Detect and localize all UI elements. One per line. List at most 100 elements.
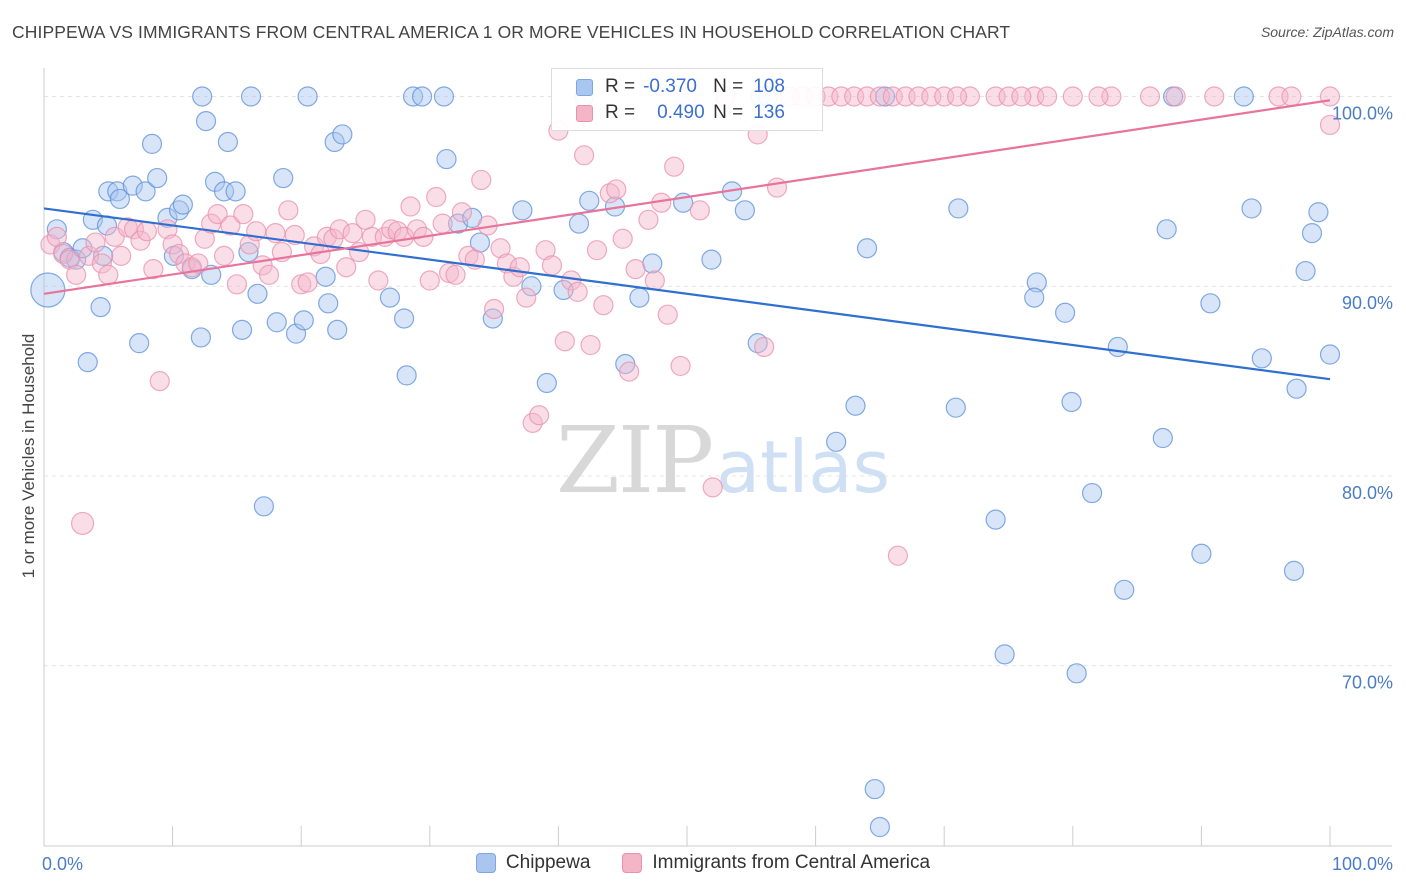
point-immigrants (70, 511, 95, 536)
point-immigrants (664, 156, 685, 177)
point-immigrants (529, 405, 550, 426)
point-immigrants (111, 245, 132, 266)
point-immigrants (689, 200, 710, 221)
legend-row-chippewa: R = -0.370 N = 108 (576, 75, 785, 99)
point-chippewa (436, 148, 457, 170)
grid-lines (44, 95, 1392, 667)
point-immigrants (586, 240, 608, 261)
point-chippewa (1026, 272, 1047, 293)
point-chippewa (701, 249, 722, 270)
point-chippewa (1301, 222, 1323, 244)
point-chippewa (1241, 198, 1262, 219)
point-chippewa (845, 395, 866, 416)
correlation-legend: R = -0.370 N = 108 R = 0.490 N = 136 (551, 68, 823, 131)
point-chippewa (107, 181, 128, 202)
legend-r-label: R = (605, 102, 636, 123)
point-chippewa (122, 175, 143, 196)
point-immigrants (258, 264, 280, 285)
point-chippewa (985, 509, 1006, 530)
point-chippewa (247, 283, 268, 304)
chart-title: CHIPPEWA VS IMMIGRANTS FROM CENTRAL AMER… (12, 22, 1011, 42)
point-immigrants (400, 196, 421, 217)
point-chippewa (293, 310, 314, 331)
point-chippewa (109, 188, 130, 210)
point-immigrants (53, 243, 74, 265)
point-chippewa (521, 276, 542, 297)
legend-r-value: 0.490 (657, 102, 705, 123)
point-immigrants (149, 370, 170, 392)
point-immigrants (419, 270, 440, 291)
point-chippewa (168, 200, 190, 221)
point-chippewa (1061, 391, 1082, 413)
series-legend: Chippewa Immigrants from Central America (0, 852, 1406, 874)
watermark-zip: ZIP (556, 407, 712, 514)
point-immigrants (1165, 86, 1186, 107)
point-chippewa (864, 778, 885, 800)
point-immigrants (657, 304, 678, 325)
legend-label-chippewa: Chippewa (505, 852, 591, 873)
point-immigrants (554, 331, 575, 352)
point-chippewa (273, 167, 294, 189)
point-immigrants (754, 336, 775, 358)
y-tick-label: 100.0% (1332, 103, 1393, 123)
trend-line-immigrants (43, 99, 1331, 295)
point-immigrants (1036, 86, 1058, 107)
point-immigrants (490, 238, 511, 259)
point-chippewa (66, 249, 87, 270)
point-immigrants (887, 545, 909, 566)
point-immigrants (59, 249, 80, 270)
point-immigrants (599, 183, 620, 204)
legend-label-immigrants: Immigrants from Central America (652, 852, 931, 873)
x-tick-label: 100.0% (1332, 854, 1393, 874)
point-immigrants (574, 145, 595, 166)
point-immigrants (484, 298, 505, 320)
point-chippewa (1295, 260, 1316, 282)
point-chippewa (948, 198, 969, 219)
point-immigrants (619, 361, 640, 382)
point-immigrants (91, 253, 112, 274)
point-immigrants (509, 257, 530, 278)
point-chippewa (30, 272, 66, 308)
point-immigrants (78, 245, 100, 266)
y-tick-label: 80.0% (1342, 483, 1393, 503)
point-chippewa (1054, 302, 1076, 323)
point-chippewa (225, 181, 246, 202)
point-chippewa (192, 86, 213, 107)
point-immigrants (567, 281, 588, 303)
point-chippewa (433, 86, 455, 107)
point-chippewa (297, 86, 318, 107)
point-immigrants (136, 221, 157, 242)
legend-swatch-chippewa (576, 78, 593, 96)
x-tick-label: 0.0% (42, 854, 83, 874)
point-chippewa (1114, 579, 1135, 600)
point-chippewa (874, 86, 896, 107)
point-chippewa (195, 111, 217, 132)
point-immigrants (297, 272, 318, 293)
point-immigrants (329, 219, 350, 240)
point-immigrants (541, 255, 563, 276)
point-immigrants (638, 209, 659, 230)
point-immigrants (284, 224, 305, 246)
point-chippewa (642, 253, 663, 274)
legend-item-chippewa: Chippewa (475, 852, 591, 874)
point-chippewa (1024, 287, 1045, 308)
point-immigrants (516, 287, 537, 308)
point-immigrants (355, 209, 376, 230)
point-chippewa (536, 372, 557, 394)
point-immigrants (766, 177, 788, 198)
point-chippewa (1156, 219, 1177, 240)
point-chippewa (1286, 378, 1307, 399)
watermark-atlas: atlas (716, 425, 890, 509)
point-immigrants (66, 264, 87, 285)
point-chippewa (238, 241, 259, 263)
point-chippewa (253, 496, 275, 517)
point-immigrants (625, 259, 646, 280)
point-chippewa (379, 287, 401, 308)
legend-swatch-chippewa (475, 853, 496, 873)
data-points (30, 86, 1341, 838)
point-chippewa (315, 266, 336, 287)
point-chippewa (1066, 663, 1087, 684)
point-immigrants (593, 295, 614, 316)
point-immigrants (46, 226, 67, 247)
